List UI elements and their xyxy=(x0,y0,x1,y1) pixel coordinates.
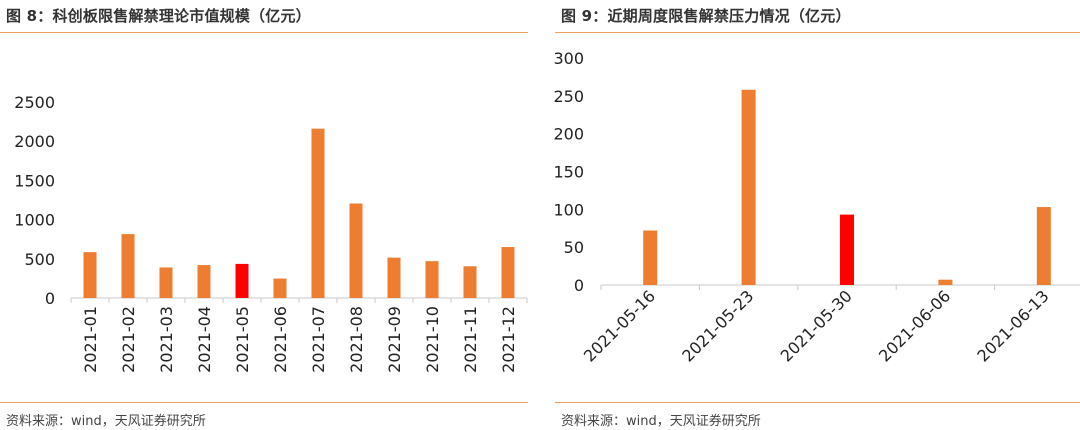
x-tick-label: 2021-05 xyxy=(233,306,252,373)
y-tick-label: 250 xyxy=(553,87,584,106)
x-tick-label: 2021-05-23 xyxy=(678,286,757,365)
bar-2021-04 xyxy=(197,265,211,298)
y-tick-label: 1500 xyxy=(14,171,55,190)
y-tick-label: 200 xyxy=(553,125,584,144)
figure-8-title: 图 8：科创板限售解禁理论市值规模（亿元） xyxy=(6,7,311,25)
figure-8-bottom-rule xyxy=(0,402,528,403)
figure-9-bottom-rule xyxy=(555,402,1080,403)
y-tick-label: 2500 xyxy=(14,93,55,112)
y-tick-label: 100 xyxy=(553,200,584,219)
bar-2021-12 xyxy=(501,247,515,298)
figure-9-chart: 0 50 100 150 200 250 300 2021-05-16 2021-05-23 20… xyxy=(553,49,1080,366)
bar-2021-05-30 xyxy=(840,214,854,285)
figure-8-source: 资料来源：wind，天风证券研究所 xyxy=(6,414,206,429)
bar-2021-05 xyxy=(235,263,249,298)
figure-9-source: 资料来源：wind，天风证券研究所 xyxy=(561,414,761,429)
figure-9-top-rule xyxy=(555,32,1080,33)
figure-8-chart: 0 500 1000 1500 2000 2500 2021-01 2021-02 2021-0… xyxy=(14,93,528,373)
bar-2021-11 xyxy=(463,266,477,298)
x-tick-label: 2021-10 xyxy=(423,306,442,373)
x-tick-label: 2021-01 xyxy=(81,306,100,373)
y-tick-label: 0 xyxy=(45,289,55,308)
y-tick-label: 2000 xyxy=(14,132,55,151)
x-tick-label: 2021-03 xyxy=(157,306,176,373)
bar-2021-09 xyxy=(387,257,401,298)
bar-2021-08 xyxy=(349,203,363,298)
y-tick-label: 50 xyxy=(564,238,584,257)
x-tick-label: 2021-08 xyxy=(347,306,366,373)
x-tick-label: 2021-09 xyxy=(385,306,404,373)
x-tick-label: 2021-06-06 xyxy=(875,286,954,365)
x-tick-label: 2021-04 xyxy=(195,306,214,373)
figure-9-title: 图 9：近期周度限售解禁压力情况（亿元） xyxy=(561,7,851,25)
bar-2021-06-06 xyxy=(938,279,953,285)
x-tick-label: 2021-05-30 xyxy=(777,286,856,365)
x-tick-label: 2021-06 xyxy=(271,306,290,373)
y-tick-label: 1000 xyxy=(14,211,55,230)
x-tick-label: 2021-07 xyxy=(309,306,328,373)
bar-2021-01 xyxy=(83,252,97,298)
bar-2021-06 xyxy=(273,278,287,298)
x-tick-label: 2021-11 xyxy=(461,306,480,373)
bar-2021-10 xyxy=(425,261,439,298)
bar-2021-05-23 xyxy=(741,89,756,285)
bar-2021-07 xyxy=(311,128,325,298)
figure-8-top-rule xyxy=(0,32,528,33)
y-tick-label: 0 xyxy=(574,276,584,295)
bar-2021-06-13 xyxy=(1036,207,1051,285)
bar-2021-03 xyxy=(159,267,173,298)
x-tick-label: 2021-06-13 xyxy=(973,286,1052,365)
y-tick-label: 300 xyxy=(553,49,584,68)
x-tick-label: 2021-12 xyxy=(499,306,518,373)
figure-9-panel: 图 9：近期周度限售解禁压力情况（亿元） 0 50 100 150 200 250 300 2… xyxy=(553,0,1080,430)
x-tick-label: 2021-02 xyxy=(119,306,138,373)
figure-8-panel: 图 8：科创板限售解禁理论市值规模（亿元） 0 500 1000 1500 2000 25… xyxy=(0,0,528,430)
bar-2021-02 xyxy=(121,234,135,298)
y-tick-label: 500 xyxy=(24,250,55,269)
x-tick-label: 2021-05-16 xyxy=(580,286,659,365)
bar-2021-05-16 xyxy=(643,230,658,285)
y-tick-label: 150 xyxy=(553,163,584,182)
